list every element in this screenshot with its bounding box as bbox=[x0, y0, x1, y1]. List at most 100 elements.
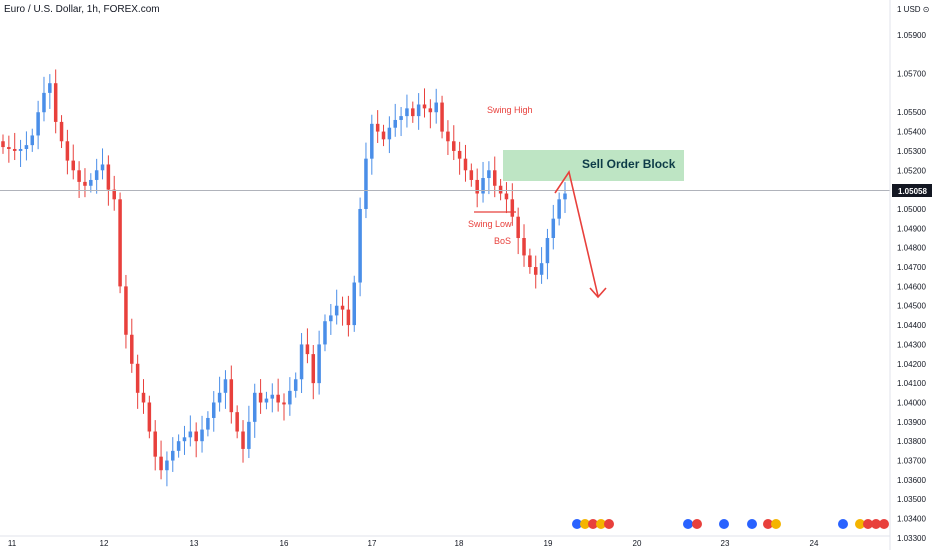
event-icon[interactable] bbox=[838, 519, 848, 529]
candle-down bbox=[135, 363, 140, 393]
candle-down bbox=[12, 148, 17, 151]
price-tick-label: 1.05700 bbox=[897, 70, 926, 79]
time-tick-label: 18 bbox=[455, 539, 464, 548]
time-tick-label: 23 bbox=[721, 539, 730, 548]
order-block-label: Sell Order Block bbox=[582, 157, 676, 171]
candle-up bbox=[323, 321, 327, 345]
candle-up bbox=[18, 148, 23, 151]
candle-down bbox=[71, 160, 76, 171]
event-icon[interactable] bbox=[604, 519, 614, 529]
candle-up bbox=[364, 158, 368, 209]
candle-down bbox=[457, 150, 462, 159]
price-tick-label: 1.03900 bbox=[897, 418, 926, 427]
price-tick-label: 1.04300 bbox=[897, 340, 926, 349]
event-icon[interactable] bbox=[855, 519, 865, 529]
event-icon[interactable] bbox=[879, 519, 889, 529]
event-icon[interactable] bbox=[871, 519, 881, 529]
candle-up bbox=[264, 398, 269, 403]
time-tick-label: 24 bbox=[810, 539, 819, 548]
time-axis[interactable]: 11 12 13 16 17 18 19 20 23 24 bbox=[8, 539, 819, 548]
time-tick-label: 17 bbox=[368, 539, 377, 548]
candle-down bbox=[522, 238, 526, 256]
price-tick-label: 1.04200 bbox=[897, 360, 926, 369]
price-tick-label: 1.04600 bbox=[897, 282, 926, 291]
event-icon[interactable] bbox=[763, 519, 773, 529]
candle-down bbox=[510, 199, 515, 217]
candle-up bbox=[399, 116, 403, 120]
candle-up bbox=[165, 460, 169, 471]
candle-up bbox=[94, 170, 99, 180]
candle-up bbox=[405, 108, 409, 117]
candle-up bbox=[211, 402, 216, 418]
candle-up bbox=[182, 437, 187, 442]
arrow-head bbox=[589, 287, 607, 299]
candle-up bbox=[545, 238, 550, 264]
candle-up bbox=[317, 344, 321, 384]
candle-up bbox=[481, 178, 485, 194]
price-tick-label: 1.03400 bbox=[897, 515, 926, 524]
event-icon[interactable] bbox=[683, 519, 693, 529]
candle-up bbox=[100, 164, 105, 171]
time-tick-label: 13 bbox=[190, 539, 199, 548]
event-icon[interactable] bbox=[719, 519, 729, 529]
current-price-value: 1.05058 bbox=[898, 187, 927, 196]
currency-label[interactable]: 1 USD ⊙ bbox=[897, 5, 930, 14]
event-icon[interactable] bbox=[596, 519, 606, 529]
candle-up bbox=[299, 344, 304, 380]
order-block-zone[interactable] bbox=[503, 150, 684, 181]
economic-events[interactable] bbox=[572, 519, 889, 529]
candle-down bbox=[446, 131, 450, 142]
candle-up bbox=[551, 218, 556, 239]
time-tick-label: 19 bbox=[544, 539, 553, 548]
candle-down bbox=[241, 431, 245, 449]
event-icon[interactable] bbox=[747, 519, 757, 529]
candle-down bbox=[112, 189, 116, 200]
candle-down bbox=[533, 267, 538, 275]
candle-down bbox=[83, 181, 87, 186]
candle-up bbox=[36, 112, 40, 136]
candle-up bbox=[270, 394, 275, 399]
candle-up bbox=[188, 431, 193, 438]
candle-down bbox=[428, 108, 433, 113]
candle-down bbox=[130, 334, 134, 364]
candle-up bbox=[200, 429, 204, 442]
candle-up bbox=[247, 421, 251, 449]
candle-up bbox=[217, 392, 222, 403]
candle-down bbox=[258, 392, 263, 403]
candle-up bbox=[171, 450, 175, 461]
candle-up bbox=[387, 127, 392, 140]
candle-down bbox=[229, 379, 234, 413]
event-icon[interactable] bbox=[588, 519, 598, 529]
candle-down bbox=[53, 83, 58, 122]
candle-up bbox=[557, 199, 561, 219]
candle-down bbox=[452, 141, 456, 151]
candle-down bbox=[77, 170, 81, 182]
candle-up bbox=[24, 145, 29, 149]
candle-down bbox=[65, 141, 70, 161]
candle-down bbox=[475, 179, 479, 194]
candle-up bbox=[223, 379, 228, 393]
candle-down bbox=[311, 354, 316, 384]
time-tick-label: 20 bbox=[633, 539, 642, 548]
event-icon[interactable] bbox=[572, 519, 582, 529]
candle-down bbox=[346, 309, 351, 326]
projection-arrow bbox=[554, 170, 599, 297]
price-tick-label: 1.03800 bbox=[897, 437, 926, 446]
event-icon[interactable] bbox=[580, 519, 590, 529]
price-tick-label: 1.04500 bbox=[897, 302, 926, 311]
candle-down bbox=[504, 193, 509, 200]
price-tick-label: 1.05000 bbox=[897, 205, 926, 214]
candle-down bbox=[118, 199, 122, 287]
candle-down bbox=[59, 121, 64, 142]
candle-down bbox=[153, 431, 157, 457]
candle-up bbox=[176, 441, 181, 451]
candle-down bbox=[498, 185, 503, 194]
candle-up bbox=[434, 102, 438, 113]
event-icon[interactable] bbox=[771, 519, 781, 529]
price-tick-label: 1.03600 bbox=[897, 476, 926, 485]
price-tick-label: 1.04900 bbox=[897, 224, 926, 233]
event-icon[interactable] bbox=[692, 519, 702, 529]
event-icon[interactable] bbox=[863, 519, 873, 529]
candle-up bbox=[329, 315, 333, 322]
